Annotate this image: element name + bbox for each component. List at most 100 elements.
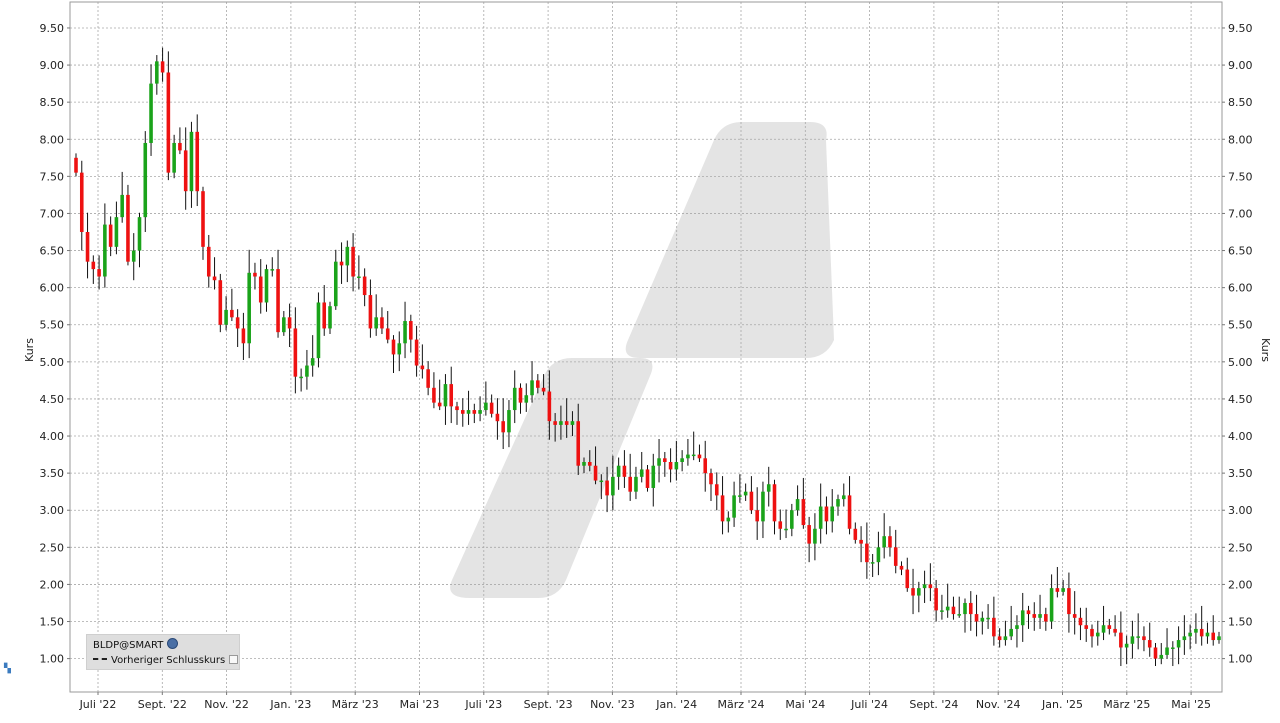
candle-body — [934, 588, 938, 611]
candle-body — [293, 328, 298, 377]
candle-body — [160, 61, 165, 73]
candle-body — [305, 365, 309, 377]
candle-body — [437, 402, 442, 407]
y-tick-label-right: 3.50 — [1228, 467, 1253, 480]
y-tick-label-right: 4.50 — [1228, 393, 1253, 406]
candle-body — [287, 317, 292, 329]
candle-body — [512, 387, 517, 411]
candle-body — [455, 406, 459, 411]
candle-body — [247, 272, 251, 344]
candle-body — [1044, 614, 1048, 622]
x-tick-label: Sept. '24 — [909, 698, 958, 711]
candle-body — [714, 484, 719, 496]
candle-body — [645, 469, 650, 488]
candle-body — [772, 484, 777, 522]
candle-body — [189, 131, 194, 192]
candle-body — [1055, 588, 1060, 592]
x-tick-label: März '25 — [1103, 698, 1150, 711]
candle-body — [1211, 632, 1216, 641]
candle-body — [518, 387, 523, 403]
candle-body — [466, 410, 471, 414]
candle-body — [905, 569, 910, 589]
legend-line-label: Vorheriger Schlusskurs — [111, 655, 226, 666]
candle-body — [1049, 588, 1054, 622]
x-tick-label: Nov. '24 — [976, 698, 1021, 711]
candle-body — [951, 606, 956, 615]
candle-body — [524, 395, 529, 403]
candle-body — [374, 317, 378, 329]
y-tick-label-right: 7.00 — [1228, 207, 1253, 220]
candle-body — [547, 391, 552, 422]
candle-body — [755, 510, 759, 522]
dashed-line-icon — [93, 658, 107, 660]
x-tick-label: Nov. '23 — [590, 698, 635, 711]
candle-body — [403, 321, 407, 344]
y-tick-label-left: 3.00 — [40, 504, 65, 517]
candle-body — [899, 565, 904, 570]
plot-frame — [69, 1, 1223, 693]
y-tick-label-right: 6.00 — [1228, 282, 1253, 295]
y-tick-label-right: 4.00 — [1228, 430, 1253, 443]
candle-body — [680, 458, 684, 462]
candle-body — [738, 495, 742, 497]
candle-body — [720, 495, 725, 522]
candle-body — [472, 410, 477, 414]
globe-icon — [167, 638, 179, 649]
candle-body — [888, 536, 892, 548]
candle-body — [582, 462, 586, 466]
y-tick-label-right: 1.50 — [1228, 616, 1253, 629]
candle-body — [114, 217, 119, 247]
x-tick-label: März '24 — [717, 698, 764, 711]
checkbox-icon[interactable] — [229, 655, 239, 664]
y-tick-label-right: 5.00 — [1228, 356, 1253, 369]
candle-body — [1142, 636, 1146, 641]
candle-body — [79, 172, 84, 232]
candle-body — [824, 506, 829, 522]
candle-body — [1130, 636, 1135, 644]
y-tick-label-left: 6.00 — [40, 282, 65, 295]
pin-icon[interactable]: ▚ — [4, 664, 11, 674]
candle-body — [818, 506, 823, 529]
candle-body — [766, 484, 771, 492]
candle-body — [749, 491, 754, 511]
legend-symbol: BLDP@SMART — [93, 640, 164, 651]
candle-body — [1176, 640, 1181, 648]
candle-body — [870, 562, 875, 564]
candle-body — [1171, 647, 1175, 649]
candle-body — [1107, 625, 1112, 629]
candle-body — [807, 525, 811, 544]
candle-body — [587, 462, 592, 466]
y-tick-label-right: 9.00 — [1228, 59, 1253, 72]
candle-body — [564, 421, 569, 425]
candle-body — [362, 276, 367, 296]
candle-body — [501, 421, 505, 433]
candle-body — [628, 476, 632, 492]
y-tick-label-left: 6.50 — [40, 245, 65, 258]
candle-body — [172, 142, 176, 173]
y-tick-label-left: 1.00 — [40, 653, 65, 666]
y-tick-label-left: 9.50 — [40, 22, 65, 35]
candle-body — [1199, 628, 1204, 637]
candle-body — [1032, 614, 1037, 618]
candle-body — [836, 499, 840, 507]
y-tick-label-right: 5.50 — [1228, 319, 1253, 332]
candle-body — [1095, 632, 1100, 637]
candle-body — [108, 224, 113, 247]
legend-line-row: Vorheriger Schlusskurs — [93, 654, 239, 668]
candle-body — [258, 276, 263, 303]
x-tick-label: Mai '23 — [400, 698, 440, 711]
candle-body — [351, 246, 355, 277]
candle-body — [968, 602, 973, 615]
candle-body — [732, 495, 736, 518]
candle-body — [1188, 632, 1192, 637]
candle-body — [1119, 632, 1123, 648]
y-tick-label-left: 7.00 — [40, 207, 65, 220]
candle-body — [657, 458, 661, 466]
candle-body — [316, 302, 321, 359]
candle-body — [536, 380, 540, 388]
candle-body — [974, 614, 979, 622]
candle-body — [426, 369, 430, 388]
candle-body — [1194, 628, 1198, 633]
candle-body — [310, 358, 315, 366]
